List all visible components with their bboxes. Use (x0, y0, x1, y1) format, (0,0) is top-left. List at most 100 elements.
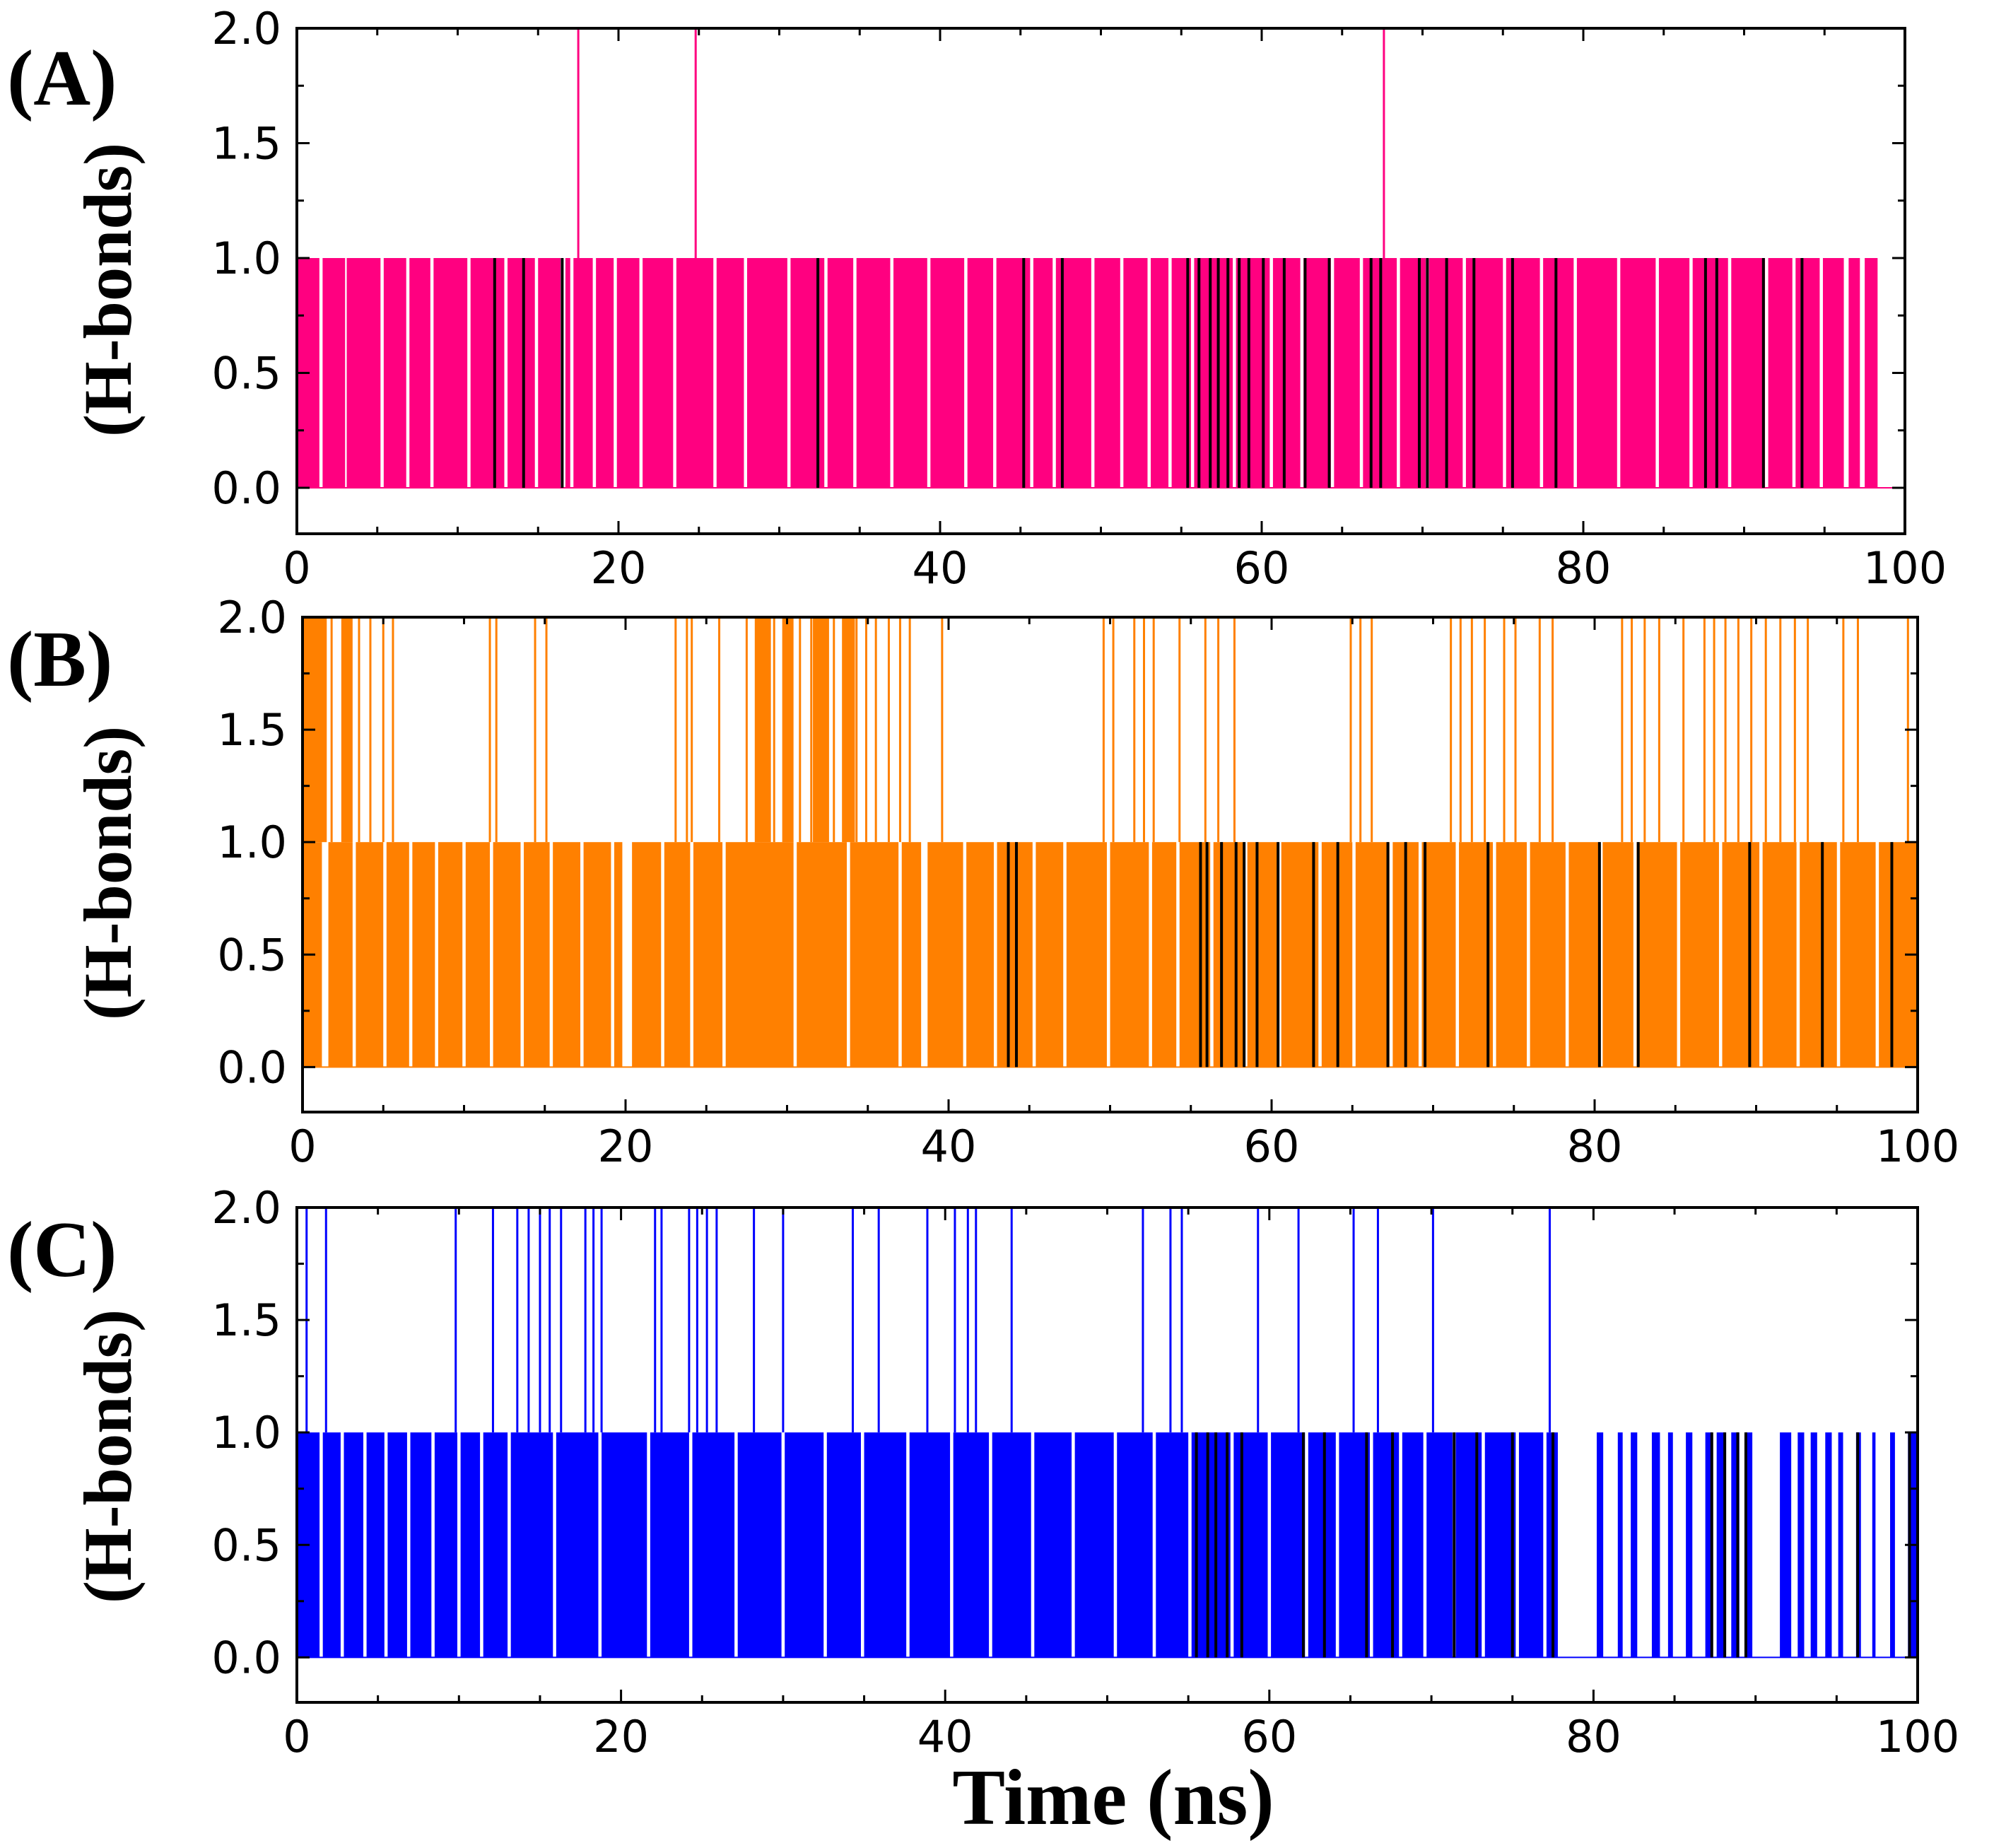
panel-c-hbond-bar (1686, 1432, 1693, 1658)
panel-c-ytick-label: 1.5 (211, 1294, 281, 1346)
panel-c-xtick-label: 40 (917, 1711, 973, 1762)
panel-b-ytick-label: 0.5 (217, 929, 287, 981)
panel-c-hbond-bar (1631, 1432, 1638, 1658)
panel-c-hbond-bar (1651, 1432, 1660, 1658)
panel-a-xtick-label: 60 (1234, 542, 1290, 594)
panel-c-hbond-bar (1810, 1432, 1817, 1658)
panel-c-hbond-bar (953, 1432, 990, 1658)
panel-a-ticks: 0 20 40 60 80 100 0.0 0.5 1.0 1.5 2.0 (211, 3, 1947, 594)
panel-a-ytick-label: 0.5 (211, 348, 281, 399)
panel-b-ytick-label: 1.0 (217, 817, 287, 868)
panel-a-hbond-bar (676, 258, 714, 488)
panel-c-hbond-bar (1596, 1432, 1604, 1658)
panel-c-hbond-bar (483, 1432, 508, 1658)
panel-a-hbond-bar (565, 258, 570, 488)
panel-c-hbond-bar (1426, 1432, 1453, 1658)
panel-c-bars (297, 1207, 1918, 1659)
panel-a-hbond-bar (1768, 258, 1793, 488)
panel-c-hbond-bar (692, 1432, 735, 1658)
panel-a-hbond-bar (1848, 258, 1860, 488)
panel-a-ytick-label: 1.5 (211, 118, 281, 170)
panel-a-hbond-bar (1303, 258, 1331, 488)
panel-c-hbond-bar (1731, 1432, 1740, 1658)
panel-a-hbond-bar (616, 258, 640, 488)
panel-b-hbond-bar (356, 842, 384, 1068)
panel-b-xtick-label: 40 (921, 1121, 977, 1172)
panel-b-xtick-label: 0 (288, 1121, 316, 1172)
panel-a-hbond-bar (346, 258, 381, 488)
panel-a-hbond-bar (747, 258, 787, 488)
panel-a-xtick-label: 20 (591, 542, 647, 594)
panel-c-hbond-bar (1156, 1432, 1189, 1658)
panel-c-hbond-bar (556, 1432, 599, 1658)
panel-b-hbond-bar (1421, 842, 1456, 1068)
panel-c-xtick-label: 0 (283, 1711, 310, 1762)
panel-a-hbond-bar (1123, 258, 1148, 488)
panel-a-hbond-bar (1692, 258, 1728, 488)
panel-a-xtick-label: 40 (913, 542, 968, 594)
panel-c-hbond-bar (1890, 1432, 1895, 1658)
panel-b-hbond-bar (850, 842, 899, 1068)
panel-b-ylabel: (H-bonds) (70, 726, 146, 1020)
panel-a-ytick-label: 1.0 (211, 233, 281, 284)
panel-b-hbond-bar (797, 842, 847, 1068)
panel-b-hbond-bar (386, 842, 409, 1068)
panel-b-hbond-bar (412, 842, 435, 1068)
panel-c-hbond-bar (909, 1432, 951, 1658)
panel-a-hbond-bar (967, 258, 994, 488)
panel-c-xtick-label: 20 (593, 1711, 649, 1762)
panel-b-hbond-bar (1151, 842, 1177, 1068)
panel-c-ylabel: (H-bonds) (70, 1309, 146, 1603)
panel-c-hbond-bar (1308, 1432, 1336, 1658)
panel-c: 0 20 40 60 80 100 0.0 0.5 1.0 1.5 2.0 (C) (H-bonds… (7, 1182, 1959, 1762)
panel-a-label: (A) (7, 35, 117, 122)
panel-b-hbond-bar (966, 842, 994, 1068)
panel-c-hbond-bar (992, 1432, 1031, 1658)
panel-b-hbond-bar (583, 842, 611, 1068)
panel-b-hbond-bar (438, 842, 463, 1068)
panel-c-hbond-bar (344, 1432, 364, 1658)
panel-a-hbond-bar (433, 258, 468, 488)
panel-b-xtick-label: 20 (598, 1121, 654, 1172)
panel-b-hbond-bar (927, 842, 963, 1068)
panel-c-hbond-bar (322, 1432, 341, 1658)
panel-c-hbond-bar (1745, 1432, 1753, 1658)
panel-a-hbond-bar (538, 258, 561, 488)
panel-b-hbond-bar (632, 842, 662, 1068)
panel-a-hbond-bar (322, 258, 346, 488)
panel-a-hbond-bar (573, 258, 593, 488)
panel-c-label: (C) (7, 1206, 117, 1294)
x-axis-title: Time (ns) (952, 1754, 1274, 1842)
panel-b-hbond-bar (1602, 842, 1633, 1068)
panel-b-xtick-label: 60 (1244, 1121, 1300, 1172)
panel-a-hbond-bar (1272, 258, 1301, 488)
panel-a-hbond-bar (1620, 258, 1656, 488)
panel-a-hbond-bar (508, 258, 535, 488)
panel-b-hbond-bar (1036, 842, 1064, 1068)
panel-c-hbond-bar (1838, 1432, 1843, 1658)
panel-b-hbond-2-block (754, 617, 771, 843)
panel-c-hbond-bar (1117, 1432, 1153, 1658)
panel-b-hbond-bar (1680, 842, 1719, 1068)
panel-a-hbond-bar (470, 258, 505, 488)
panel-a-xtick-label: 80 (1556, 542, 1612, 594)
panel-a-ytick-label: 0.0 (211, 462, 281, 514)
panel-c-hbond-bar (1780, 1432, 1792, 1658)
panel-a-hbond-bar (1094, 258, 1120, 488)
panel-a-hbond-bar (1731, 258, 1766, 488)
panel-b-hbond-bar (1636, 842, 1677, 1068)
panel-a-xtick-label: 0 (283, 542, 310, 594)
panel-c-hbond-bar (1705, 1432, 1712, 1658)
panel-c-ytick-label: 2.0 (211, 1182, 281, 1234)
panel-b: 0 20 40 60 80 100 0.0 0.5 1.0 1.5 2.0 (B) (H-bonds… (7, 592, 1959, 1172)
panel-a-hbond-bar (893, 258, 927, 488)
panel-b-label: (B) (7, 616, 112, 703)
panel-b-xtick-label: 80 (1567, 1121, 1623, 1172)
panel-c-ticks: 0 20 40 60 80 100 0.0 0.5 1.0 1.5 2.0 (211, 1182, 1959, 1762)
panel-b-hbond-bar (1568, 842, 1600, 1068)
panel-c-hbond-bar (602, 1432, 647, 1658)
panel-b-bars (303, 617, 1918, 1068)
panel-c-hbond-bar (785, 1432, 824, 1658)
panel-b-hbond-bar (1355, 842, 1390, 1068)
panel-b-hbond-bar (1530, 842, 1566, 1068)
